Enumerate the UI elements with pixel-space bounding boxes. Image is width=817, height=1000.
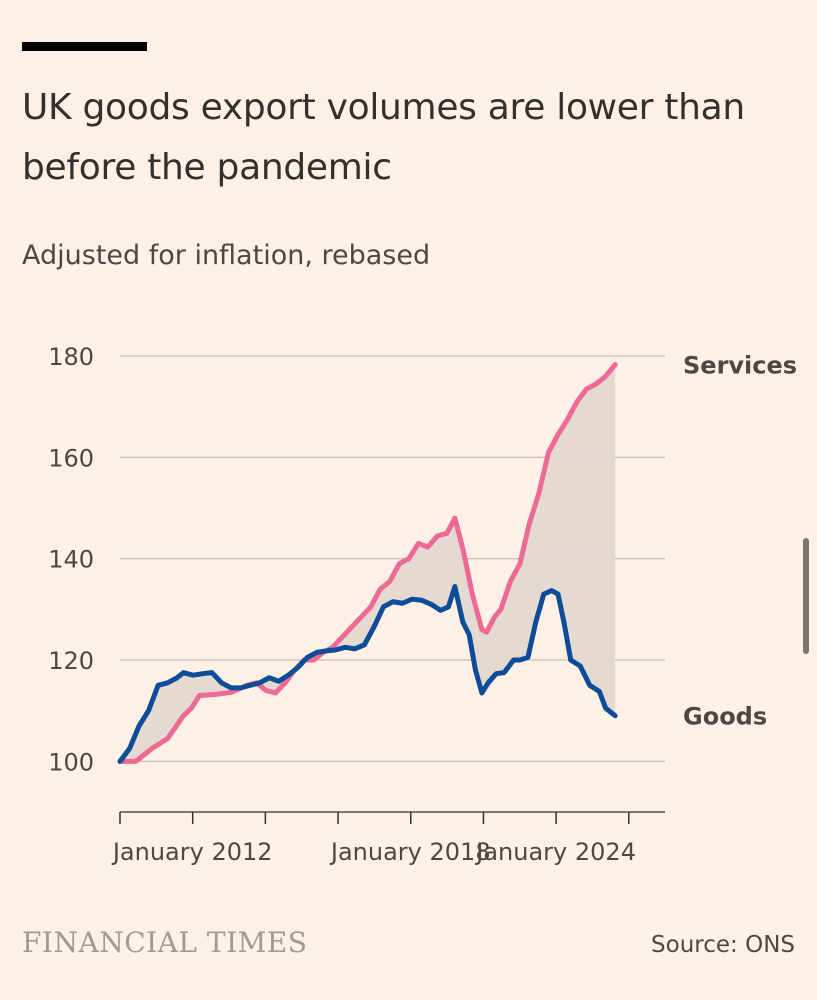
- y-tick-label-120: 120: [48, 647, 94, 675]
- source-note: Source: ONS: [651, 932, 795, 958]
- series-line-services: [117, 362, 618, 764]
- y-tick-label-100: 100: [48, 748, 94, 776]
- x-tick-label-4: January 2018: [329, 838, 491, 866]
- x-tick-label-1: January 2012: [111, 838, 273, 866]
- y-tick-label-140: 140: [48, 546, 94, 574]
- series-label-goods: Goods: [683, 703, 767, 731]
- x-tick-label-6: January 2024: [474, 838, 636, 866]
- y-tick-label-180: 180: [48, 343, 94, 371]
- series-line-goods: [117, 584, 618, 764]
- line-chart: 100 120 140 160 180 January 2012 January 2018J…: [48, 343, 797, 866]
- chart-subtitle: Adjusted for inflation, rebased: [22, 240, 431, 271]
- scrollbar-thumb[interactable]: [803, 538, 809, 654]
- ft-logo: FINANCIAL TIMES: [22, 926, 308, 959]
- series-label-services: Services: [683, 352, 797, 380]
- brand-top-bar: [22, 42, 147, 51]
- chart-title: UK goods export volumes are lower than b…: [22, 87, 745, 188]
- gap-shading: [120, 364, 616, 762]
- y-tick-label-160: 160: [48, 444, 94, 472]
